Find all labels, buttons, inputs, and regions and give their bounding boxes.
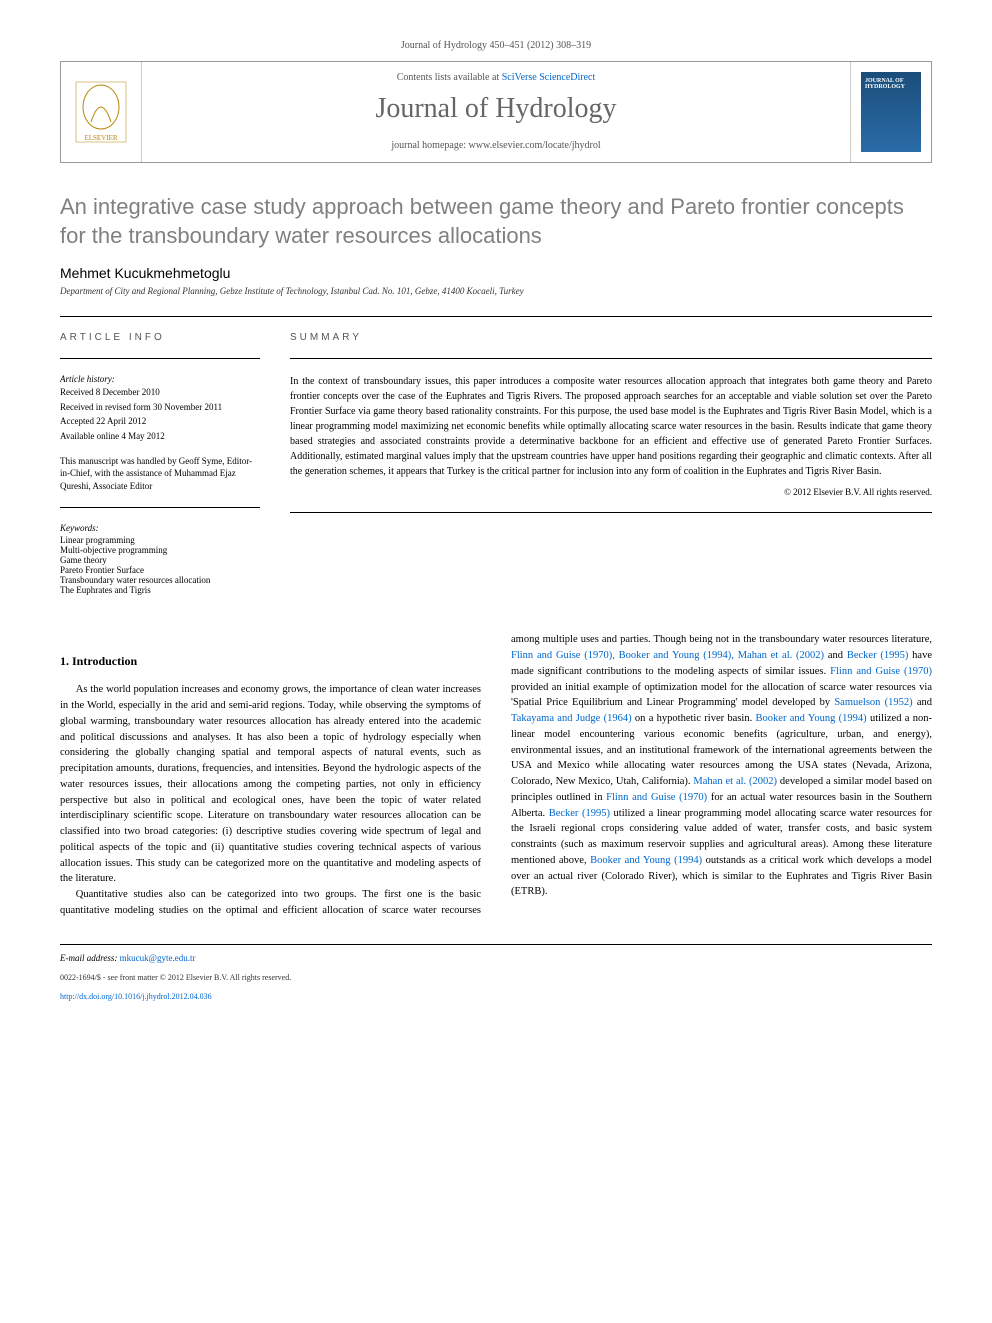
author-affiliation: Department of City and Regional Planning… <box>60 286 932 296</box>
citation-link[interactable]: Samuelson (1952) <box>834 697 912 708</box>
article-title: An integrative case study approach betwe… <box>60 193 932 250</box>
keyword: Game theory <box>60 555 260 565</box>
journal-cover-label: JOURNAL OF HYDROLOGY <box>865 78 921 90</box>
page-footer: E-mail address: mkucuk@gyte.edu.tr 0022-… <box>60 944 932 1001</box>
doi-link[interactable]: http://dx.doi.org/10.1016/j.jhydrol.2012… <box>60 992 212 1001</box>
history-label: Article history: <box>60 374 260 384</box>
journal-homepage-line: journal homepage: www.elsevier.com/locat… <box>162 140 830 151</box>
keyword: Transboundary water resources allocation <box>60 575 260 585</box>
editor-note-text: This manuscript was handled by Geoff Sym… <box>60 455 260 493</box>
info-summary-row: ARTICLE INFO Article history: Received 8… <box>60 332 932 607</box>
divider <box>290 512 932 513</box>
keywords-block: Keywords: Linear programming Multi-objec… <box>60 523 260 595</box>
elsevier-logo: ELSEVIER <box>71 77 131 147</box>
journal-cover-thumbnail: JOURNAL OF HYDROLOGY <box>861 72 921 152</box>
keywords-label: Keywords: <box>60 523 260 533</box>
publisher-logo-container: ELSEVIER <box>61 62 141 162</box>
summary-text: In the context of transboundary issues, … <box>290 374 932 479</box>
online-date: Available online 4 May 2012 <box>60 430 260 443</box>
citation-link[interactable]: Booker and Young (1994) <box>756 713 867 724</box>
header-citation: Journal of Hydrology 450–451 (2012) 308–… <box>60 40 932 51</box>
article-info-column: ARTICLE INFO Article history: Received 8… <box>60 332 260 607</box>
homepage-url: www.elsevier.com/locate/jhydrol <box>469 140 601 151</box>
editor-note: This manuscript was handled by Geoff Sym… <box>60 455 260 493</box>
keyword: The Euphrates and Tigris <box>60 585 260 595</box>
journal-name: Journal of Hydrology <box>162 93 830 125</box>
divider <box>290 358 932 359</box>
citation-link[interactable]: Takayama and Judge (1964) <box>511 713 632 724</box>
article-info-heading: ARTICLE INFO <box>60 332 260 343</box>
divider <box>60 316 932 317</box>
body-text: and <box>824 650 847 661</box>
article-history-block: Article history: Received 8 December 201… <box>60 374 260 442</box>
received-date: Received 8 December 2010 <box>60 386 260 399</box>
body-text: and <box>913 697 932 708</box>
citation-link[interactable]: Becker (1995) <box>549 808 610 819</box>
divider <box>60 358 260 359</box>
summary-copyright: © 2012 Elsevier B.V. All rights reserved… <box>290 487 932 497</box>
summary-column: SUMMARY In the context of transboundary … <box>290 332 932 607</box>
journal-header-box: ELSEVIER Contents lists available at Sci… <box>60 61 932 163</box>
divider <box>60 507 260 508</box>
footer-email-line: E-mail address: mkucuk@gyte.edu.tr <box>60 953 932 963</box>
contents-available-line: Contents lists available at SciVerse Sci… <box>162 72 830 83</box>
keyword: Pareto Frontier Surface <box>60 565 260 575</box>
body-paragraph: As the world population increases and ec… <box>60 682 481 887</box>
citation-link[interactable]: Mahan et al. (2002) <box>693 776 777 787</box>
journal-cover-container: JOURNAL OF HYDROLOGY <box>851 62 931 162</box>
section-heading-introduction: 1. Introduction <box>60 652 481 670</box>
sciencedirect-link[interactable]: SciVerse ScienceDirect <box>502 72 596 83</box>
body-text-columns: 1. Introduction As the world population … <box>60 632 932 918</box>
homepage-prefix: journal homepage: <box>391 140 468 151</box>
accepted-date: Accepted 22 April 2012 <box>60 415 260 428</box>
keywords-list: Linear programming Multi-objective progr… <box>60 535 260 595</box>
email-label: E-mail address: <box>60 953 120 963</box>
revised-date: Received in revised form 30 November 201… <box>60 401 260 414</box>
author-email-link[interactable]: mkucuk@gyte.edu.tr <box>120 953 196 963</box>
contents-prefix: Contents lists available at <box>397 72 502 83</box>
citation-link[interactable]: Flinn and Guise (1970), Booker and Young… <box>511 650 824 661</box>
citation-link[interactable]: Booker and Young (1994) <box>590 855 702 866</box>
keyword: Linear programming <box>60 535 260 545</box>
citation-link[interactable]: Flinn and Guise (1970) <box>830 666 932 677</box>
citation-link[interactable]: Flinn and Guise (1970) <box>606 792 707 803</box>
keyword: Multi-objective programming <box>60 545 260 555</box>
body-text: on a hypothetic river basin. <box>632 713 756 724</box>
footer-doi-line: http://dx.doi.org/10.1016/j.jhydrol.2012… <box>60 992 932 1001</box>
citation-link[interactable]: Becker (1995) <box>847 650 909 661</box>
journal-header-center: Contents lists available at SciVerse Sci… <box>141 62 851 162</box>
svg-text:ELSEVIER: ELSEVIER <box>84 134 117 142</box>
footer-issn-line: 0022-1694/$ - see front matter © 2012 El… <box>60 973 932 982</box>
author-name: Mehmet Kucukmehmetoglu <box>60 265 932 281</box>
summary-heading: SUMMARY <box>290 332 932 343</box>
